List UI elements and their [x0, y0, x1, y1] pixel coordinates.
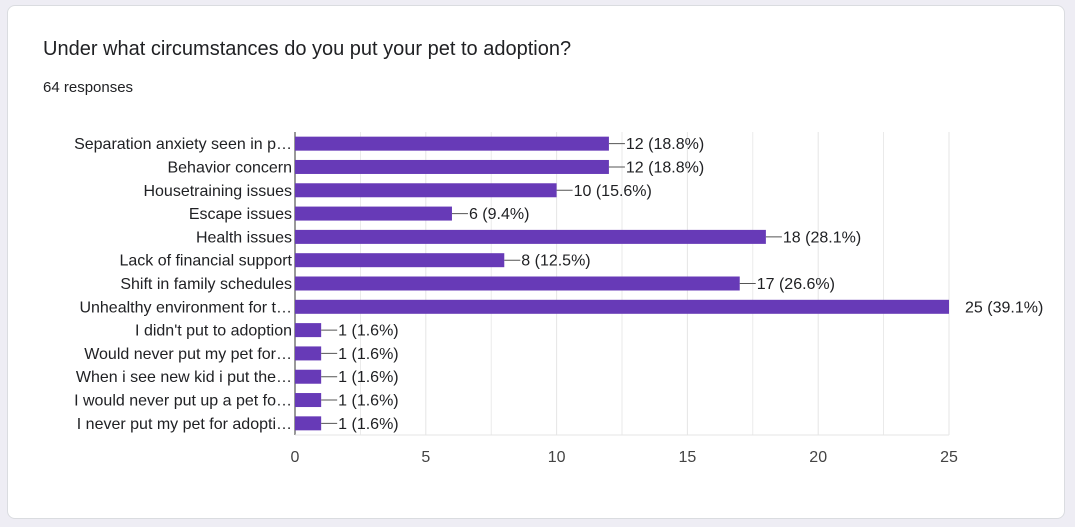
bar-chart: 0 5 10 15 20 25 Separation anxiety seen in p… 1… — [74, 132, 1043, 466]
value-label: 1 (1.6%) — [338, 346, 398, 363]
bar — [295, 323, 322, 338]
category-label: Separation anxiety seen in p… — [74, 136, 292, 153]
value-label: 8 (12.5%) — [521, 253, 590, 270]
value-label: 6 (9.4%) — [469, 206, 529, 223]
x-tick-label: 25 — [940, 449, 958, 466]
value-label: 1 (1.6%) — [338, 416, 398, 433]
bar — [295, 253, 505, 268]
category-label: Lack of financial support — [119, 253, 292, 270]
value-label: 1 (1.6%) — [338, 369, 398, 386]
bar — [295, 183, 557, 198]
bar — [295, 393, 322, 408]
category-label: Escape issues — [189, 206, 292, 223]
bar — [295, 416, 322, 431]
response-count: 64 responses — [43, 79, 134, 96]
x-tick-label: 20 — [809, 449, 827, 466]
question-card: Under what circumstances do you put your… — [7, 5, 1065, 519]
question-title: Under what circumstances do you put your… — [43, 38, 572, 60]
category-label: Would never put my pet for… — [84, 346, 292, 363]
value-label: 18 (28.1%) — [783, 229, 861, 246]
x-tick-label: 15 — [679, 449, 697, 466]
value-label: 1 (1.6%) — [338, 393, 398, 410]
x-tick-label: 0 — [291, 449, 300, 466]
category-label: Behavior concern — [167, 159, 292, 176]
x-tick-label: 5 — [421, 449, 430, 466]
category-label: When i see new kid i put the… — [76, 369, 292, 386]
category-label: I never put my pet for adopti… — [77, 416, 292, 433]
bar — [295, 299, 949, 314]
category-label: I would never put up a pet fo… — [74, 393, 292, 410]
category-label: Housetraining issues — [143, 183, 292, 200]
bar — [295, 276, 740, 291]
bar — [295, 206, 452, 221]
category-label: I didn't put to adoption — [135, 323, 292, 340]
bar — [295, 346, 322, 361]
bar — [295, 159, 609, 174]
value-label: 12 (18.8%) — [626, 159, 704, 176]
x-tick-label: 10 — [548, 449, 566, 466]
value-label: 10 (15.6%) — [574, 183, 652, 200]
bar — [295, 369, 322, 384]
category-label: Shift in family schedules — [120, 276, 292, 293]
bar — [295, 229, 766, 244]
bar — [295, 136, 609, 151]
value-label: 12 (18.8%) — [626, 136, 704, 153]
value-label: 1 (1.6%) — [338, 323, 398, 340]
category-label: Unhealthy environment for t… — [79, 299, 292, 316]
value-label: 25 (39.1%) — [965, 299, 1043, 316]
category-label: Health issues — [196, 229, 292, 246]
value-label: 17 (26.6%) — [757, 276, 835, 293]
